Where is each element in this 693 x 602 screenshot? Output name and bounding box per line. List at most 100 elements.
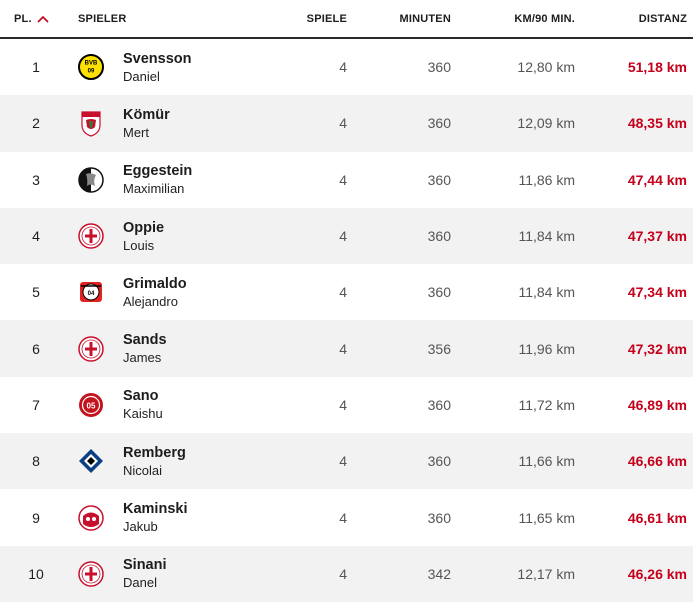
player-name[interactable]: Remberg Nicolai [123,433,186,489]
games-cell: 4 [339,453,347,470]
augsburg-crest-icon [78,95,104,151]
distance-cell: 46,89 km [627,396,687,413]
rank-cell: 4 [32,228,40,245]
minutes-cell: 360 [427,453,451,470]
st-pauli-crest-icon [78,320,104,376]
player-first-name: Daniel [123,68,160,84]
distance-cell: 47,37 km [627,228,687,245]
freiburg-crest-icon [78,152,104,208]
player-last-name: Eggestein [123,163,193,180]
games-cell: 4 [339,228,347,245]
minutes-cell: 360 [427,509,451,526]
player-last-name: Kömür [123,106,170,123]
player-first-name: Alejandro [123,293,178,309]
table-body: 1 Svensson Daniel 4 360 12,80 km 51,18 k… [0,39,693,602]
rank-cell: 10 [28,565,44,582]
minutes-header[interactable]: MINUTEN [399,13,451,25]
player-last-name: Svensson [123,50,192,67]
km-per-90-cell: 11,65 km [518,509,575,526]
table-row[interactable]: 1 Svensson Daniel 4 360 12,80 km 51,18 k… [0,39,693,95]
games-cell: 4 [339,171,347,188]
distance-cell: 47,44 km [627,171,687,188]
minutes-cell: 342 [427,565,451,582]
rank-cell: 7 [32,396,40,413]
st-pauli-crest-icon [78,208,104,264]
player-last-name: Oppie [123,219,165,236]
player-last-name: Sano [123,388,159,405]
km-per-90-cell: 11,84 km [518,228,575,245]
rank-cell: 8 [32,453,40,470]
games-header[interactable]: SPIELE [306,13,347,25]
rank-cell: 2 [32,115,40,132]
leverkusen-crest-icon [78,264,104,320]
rank-header-label: PL. [14,13,32,25]
distance-cell: 48,35 km [627,115,687,132]
sort-ascending-icon [37,15,49,23]
km-per-90-cell: 12,09 km [517,115,575,132]
table-row[interactable]: 4 Oppie Louis 4 360 11,84 km 47,37 km [0,207,693,265]
distance-cell: 47,32 km [627,340,687,357]
player-name[interactable]: Sands James [123,320,167,376]
player-first-name: Louis [123,237,155,253]
player-first-name: James [123,350,162,366]
player-name[interactable]: Kömür Mert [123,95,170,151]
games-cell: 4 [339,565,347,582]
player-name[interactable]: Eggestein Maximilian [123,152,192,208]
table-row[interactable]: 6 Sands James 4 356 11,96 km 47,32 km [0,320,693,377]
games-cell: 4 [339,59,347,76]
minutes-cell: 356 [427,340,451,357]
km-per-90-header[interactable]: KM/90 MIN. [514,13,575,25]
minutes-cell: 360 [427,228,451,245]
minutes-cell: 360 [427,171,451,188]
player-name[interactable]: Grimaldo Alejandro [123,264,187,320]
table-header: PL. SPIELER SPIELE MINUTEN KM/90 MIN. DI… [0,0,693,39]
games-cell: 4 [339,115,347,132]
player-name[interactable]: Sinani Danel [123,546,167,602]
km-per-90-cell: 12,80 km [517,59,575,76]
koeln-crest-icon [78,489,104,545]
distance-cell: 47,34 km [627,284,687,301]
player-last-name: Grimaldo [123,275,187,292]
sort-by-rank-header[interactable]: PL. [14,13,49,25]
player-name[interactable]: Sano Kaishu [123,377,163,433]
table-row[interactable]: 5 Grimaldo Alejandro 4 360 11,84 km 47,3… [0,264,693,320]
km-per-90-cell: 12,17 km [517,565,575,582]
player-name[interactable]: Oppie Louis [123,208,164,264]
player-name[interactable]: Kaminski Jakub [123,489,187,545]
table-row[interactable]: 10 Sinani Danel 4 342 12,17 km 46,26 km [0,545,693,602]
table-row[interactable]: 2 Kömür Mert 4 360 12,09 km 48,35 km [0,95,693,152]
player-last-name: Kaminski [123,501,188,518]
minutes-cell: 360 [427,115,451,132]
km-per-90-cell: 11,66 km [518,453,575,470]
player-name[interactable]: Svensson Daniel [123,39,192,95]
table-row[interactable]: 9 Kaminski Jakub 4 360 11,65 km 46,61 km [0,489,693,545]
player-first-name: Mert [123,124,149,140]
games-cell: 4 [339,509,347,526]
distance-header[interactable]: DISTANZ [638,13,687,25]
mainz-crest-icon [78,377,104,433]
minutes-cell: 360 [427,396,451,413]
player-last-name: Remberg [123,444,186,461]
player-header[interactable]: SPIELER [78,13,127,25]
distance-cell: 51,18 km [627,59,687,76]
player-first-name: Danel [123,575,157,591]
rank-cell: 5 [32,284,40,301]
rank-cell: 9 [32,509,40,526]
table-row[interactable]: 8 Remberg Nicolai 4 360 11,66 km 46,66 k… [0,433,693,490]
player-last-name: Sands [123,332,167,349]
km-per-90-cell: 11,84 km [518,284,575,301]
table-row[interactable]: 3 Eggestein Maximilian 4 360 11,86 km 47… [0,152,693,208]
player-first-name: Kaishu [123,406,163,422]
bvb-crest-icon [78,39,104,95]
player-last-name: Sinani [123,557,167,574]
hamburg-crest-icon [78,433,104,489]
rank-cell: 1 [32,59,40,76]
minutes-cell: 360 [427,59,451,76]
rank-cell: 3 [32,171,40,188]
distance-cell: 46,26 km [627,565,687,582]
player-first-name: Jakub [123,519,158,535]
distance-cell: 46,61 km [627,509,687,526]
table-row[interactable]: 7 Sano Kaishu 4 360 11,72 km 46,89 km [0,377,693,433]
player-first-name: Maximilian [123,181,185,197]
